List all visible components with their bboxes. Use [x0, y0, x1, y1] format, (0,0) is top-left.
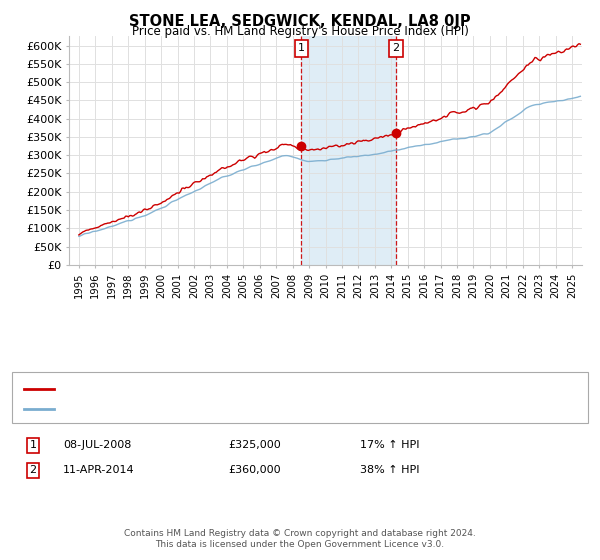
Text: 17% ↑ HPI: 17% ↑ HPI [360, 440, 419, 450]
Text: 2: 2 [29, 465, 37, 475]
Bar [301, 36, 396, 265]
Text: 11-APR-2014: 11-APR-2014 [63, 465, 134, 475]
Text: 2: 2 [392, 44, 400, 53]
Text: 1: 1 [298, 44, 305, 53]
Text: STONE LEA, SEDGWICK, KENDAL, LA8 0JP (detached house): STONE LEA, SEDGWICK, KENDAL, LA8 0JP (de… [60, 384, 370, 394]
Text: 1: 1 [29, 440, 37, 450]
Text: 38% ↑ HPI: 38% ↑ HPI [360, 465, 419, 475]
Text: £360,000: £360,000 [228, 465, 281, 475]
Text: STONE LEA, SEDGWICK, KENDAL, LA8 0JP: STONE LEA, SEDGWICK, KENDAL, LA8 0JP [129, 14, 471, 29]
Text: HPI: Average price, detached house, Westmorland and Furness: HPI: Average price, detached house, West… [60, 404, 388, 414]
Text: Price paid vs. HM Land Registry's House Price Index (HPI): Price paid vs. HM Land Registry's House … [131, 25, 469, 38]
Text: £325,000: £325,000 [228, 440, 281, 450]
Text: Contains HM Land Registry data © Crown copyright and database right 2024.
This d: Contains HM Land Registry data © Crown c… [124, 529, 476, 549]
Text: 08-JUL-2008: 08-JUL-2008 [63, 440, 131, 450]
